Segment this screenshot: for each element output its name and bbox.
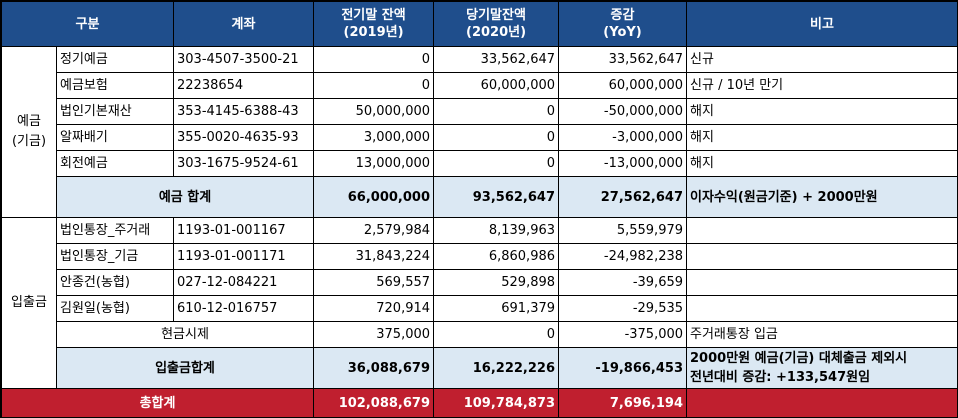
row-prev: 720,914 [313, 295, 435, 322]
subtotal-curr: 93,562,647 [433, 176, 560, 218]
row-diff: -3,000,000 [558, 124, 688, 151]
row-account: 1193-01-001167 [173, 217, 315, 244]
cash-diff: -375,000 [558, 321, 688, 348]
subtotal-note: 2000만원 예금(기금) 대체출금 제외시 전년대비 증감: +133,547원… [686, 347, 958, 389]
cash-prev: 375,000 [313, 321, 435, 348]
row-note: 해지 [686, 98, 958, 125]
group-inout: 입출금 [1, 217, 57, 389]
table-row: 알짜배기 355-0020-4635-93 3,000,000 0 -3,000… [2, 124, 958, 151]
cash-curr: 0 [433, 321, 560, 348]
row-curr: 691,379 [433, 295, 560, 322]
row-prev: 31,843,224 [313, 243, 435, 270]
row-note: 신규 / 10년 만기 [686, 72, 958, 99]
row-prev: 0 [313, 72, 435, 99]
row-name: 법인통장_기금 [55, 243, 175, 270]
row-name: 회전예금 [55, 150, 175, 177]
table-row: 법인기본재산 353-4145-6388-43 50,000,000 0 -50… [2, 98, 958, 125]
row-name: 법인기본재산 [55, 98, 175, 125]
row-curr: 0 [433, 124, 560, 151]
deposit-subtotal-row: 예금 합계 66,000,000 93,562,647 27,562,647 이… [2, 176, 958, 218]
row-curr: 529,898 [433, 269, 560, 296]
row-note [686, 295, 958, 322]
row-account: 1193-01-001171 [173, 243, 315, 270]
row-curr: 60,000,000 [433, 72, 560, 99]
subtotal-label: 예금 합계 [55, 176, 315, 218]
row-note [686, 243, 958, 270]
subtotal-note: 이자수익(원금기준) + 2000만원 [686, 176, 958, 218]
row-note [686, 269, 958, 296]
cash-name: 현금시제 [55, 321, 315, 348]
header-note: 비고 [686, 1, 958, 47]
row-diff: 60,000,000 [558, 72, 688, 99]
header-account: 계좌 [173, 1, 315, 47]
total-label: 총합계 [0, 388, 315, 418]
row-account: 610-12-016757 [173, 295, 315, 322]
row-curr: 6,860,986 [433, 243, 560, 270]
table-row: 회전예금 303-1675-9524-61 13,000,000 0 -13,0… [2, 150, 958, 177]
subtotal-diff: 27,562,647 [558, 176, 688, 218]
row-name: 안종건(농협) [55, 269, 175, 296]
row-diff: -39,659 [558, 269, 688, 296]
table-row: 안종건(농협) 027-12-084221 569,557 529,898 -3… [2, 269, 958, 296]
row-curr: 0 [433, 150, 560, 177]
header-prev-balance: 전기말 잔액 (2019년) [313, 1, 435, 47]
row-note [686, 217, 958, 244]
row-curr: 8,139,963 [433, 217, 560, 244]
row-account: 303-1675-9524-61 [173, 150, 315, 177]
cash-note: 주거래통장 입금 [686, 321, 958, 348]
total-curr: 109,784,873 [433, 388, 560, 418]
grand-total-row: 총합계 102,088,679 109,784,873 7,696,194 [0, 388, 958, 418]
total-note [686, 388, 958, 418]
row-note: 해지 [686, 124, 958, 151]
cash-row: 현금시제 375,000 0 -375,000 주거래통장 입금 [2, 321, 958, 348]
row-diff: -29,535 [558, 295, 688, 322]
table-row: 예금보험 22238654 0 60,000,000 60,000,000 신규… [2, 72, 958, 99]
row-diff: 5,559,979 [558, 217, 688, 244]
table-row: 입출금 법인통장_주거래 1193-01-001167 2,579,984 8,… [1, 217, 958, 389]
row-account: 22238654 [173, 72, 315, 99]
subtotal-curr: 16,222,226 [433, 347, 560, 389]
row-name: 정기예금 [55, 46, 175, 73]
header-category: 구분 [0, 1, 175, 47]
total-prev: 102,088,679 [313, 388, 435, 418]
row-account: 353-4145-6388-43 [173, 98, 315, 125]
row-prev: 3,000,000 [313, 124, 435, 151]
row-note: 해지 [686, 150, 958, 177]
subtotal-prev: 36,088,679 [313, 347, 435, 389]
subtotal-prev: 66,000,000 [313, 176, 435, 218]
row-prev: 0 [313, 46, 435, 73]
row-prev: 13,000,000 [313, 150, 435, 177]
row-name: 예금보험 [55, 72, 175, 99]
table-row: 김원일(농협) 610-12-016757 720,914 691,379 -2… [2, 295, 958, 322]
row-diff: -24,982,238 [558, 243, 688, 270]
total-diff: 7,696,194 [558, 388, 688, 418]
row-prev: 2,579,984 [313, 217, 435, 244]
inout-subtotal-row: 입출금합계 36,088,679 16,222,226 -19,866,453 … [2, 347, 958, 389]
row-diff: -50,000,000 [558, 98, 688, 125]
subtotal-label: 입출금합계 [55, 347, 315, 389]
row-note: 신규 [686, 46, 958, 73]
header-curr-balance: 당기말잔액 (2020년) [433, 1, 560, 47]
table-row: 법인통장_기금 1193-01-001171 31,843,224 6,860,… [2, 243, 958, 270]
row-curr: 0 [433, 98, 560, 125]
row-prev: 569,557 [313, 269, 435, 296]
row-account: 303-4507-3500-21 [173, 46, 315, 73]
table-row: 예금 (기금) 정기예금 303-4507-3500-21 0 33,562,64… [1, 46, 958, 218]
row-prev: 50,000,000 [313, 98, 435, 125]
header-diff: 증감 (YoY) [558, 1, 688, 47]
row-name: 법인통장_주거래 [55, 217, 175, 244]
row-name: 알짜배기 [55, 124, 175, 151]
row-diff: -13,000,000 [558, 150, 688, 177]
row-account: 027-12-084221 [173, 269, 315, 296]
header-row: 구분 계좌 전기말 잔액 (2019년) 당기말잔액 (2020년) 증감 (YoY)… [0, 1, 958, 47]
group-deposit: 예금 (기금) [1, 46, 57, 218]
row-name: 김원일(농협) [55, 295, 175, 322]
row-curr: 33,562,647 [433, 46, 560, 73]
row-account: 355-0020-4635-93 [173, 124, 315, 151]
subtotal-diff: -19,866,453 [558, 347, 688, 389]
row-diff: 33,562,647 [558, 46, 688, 73]
